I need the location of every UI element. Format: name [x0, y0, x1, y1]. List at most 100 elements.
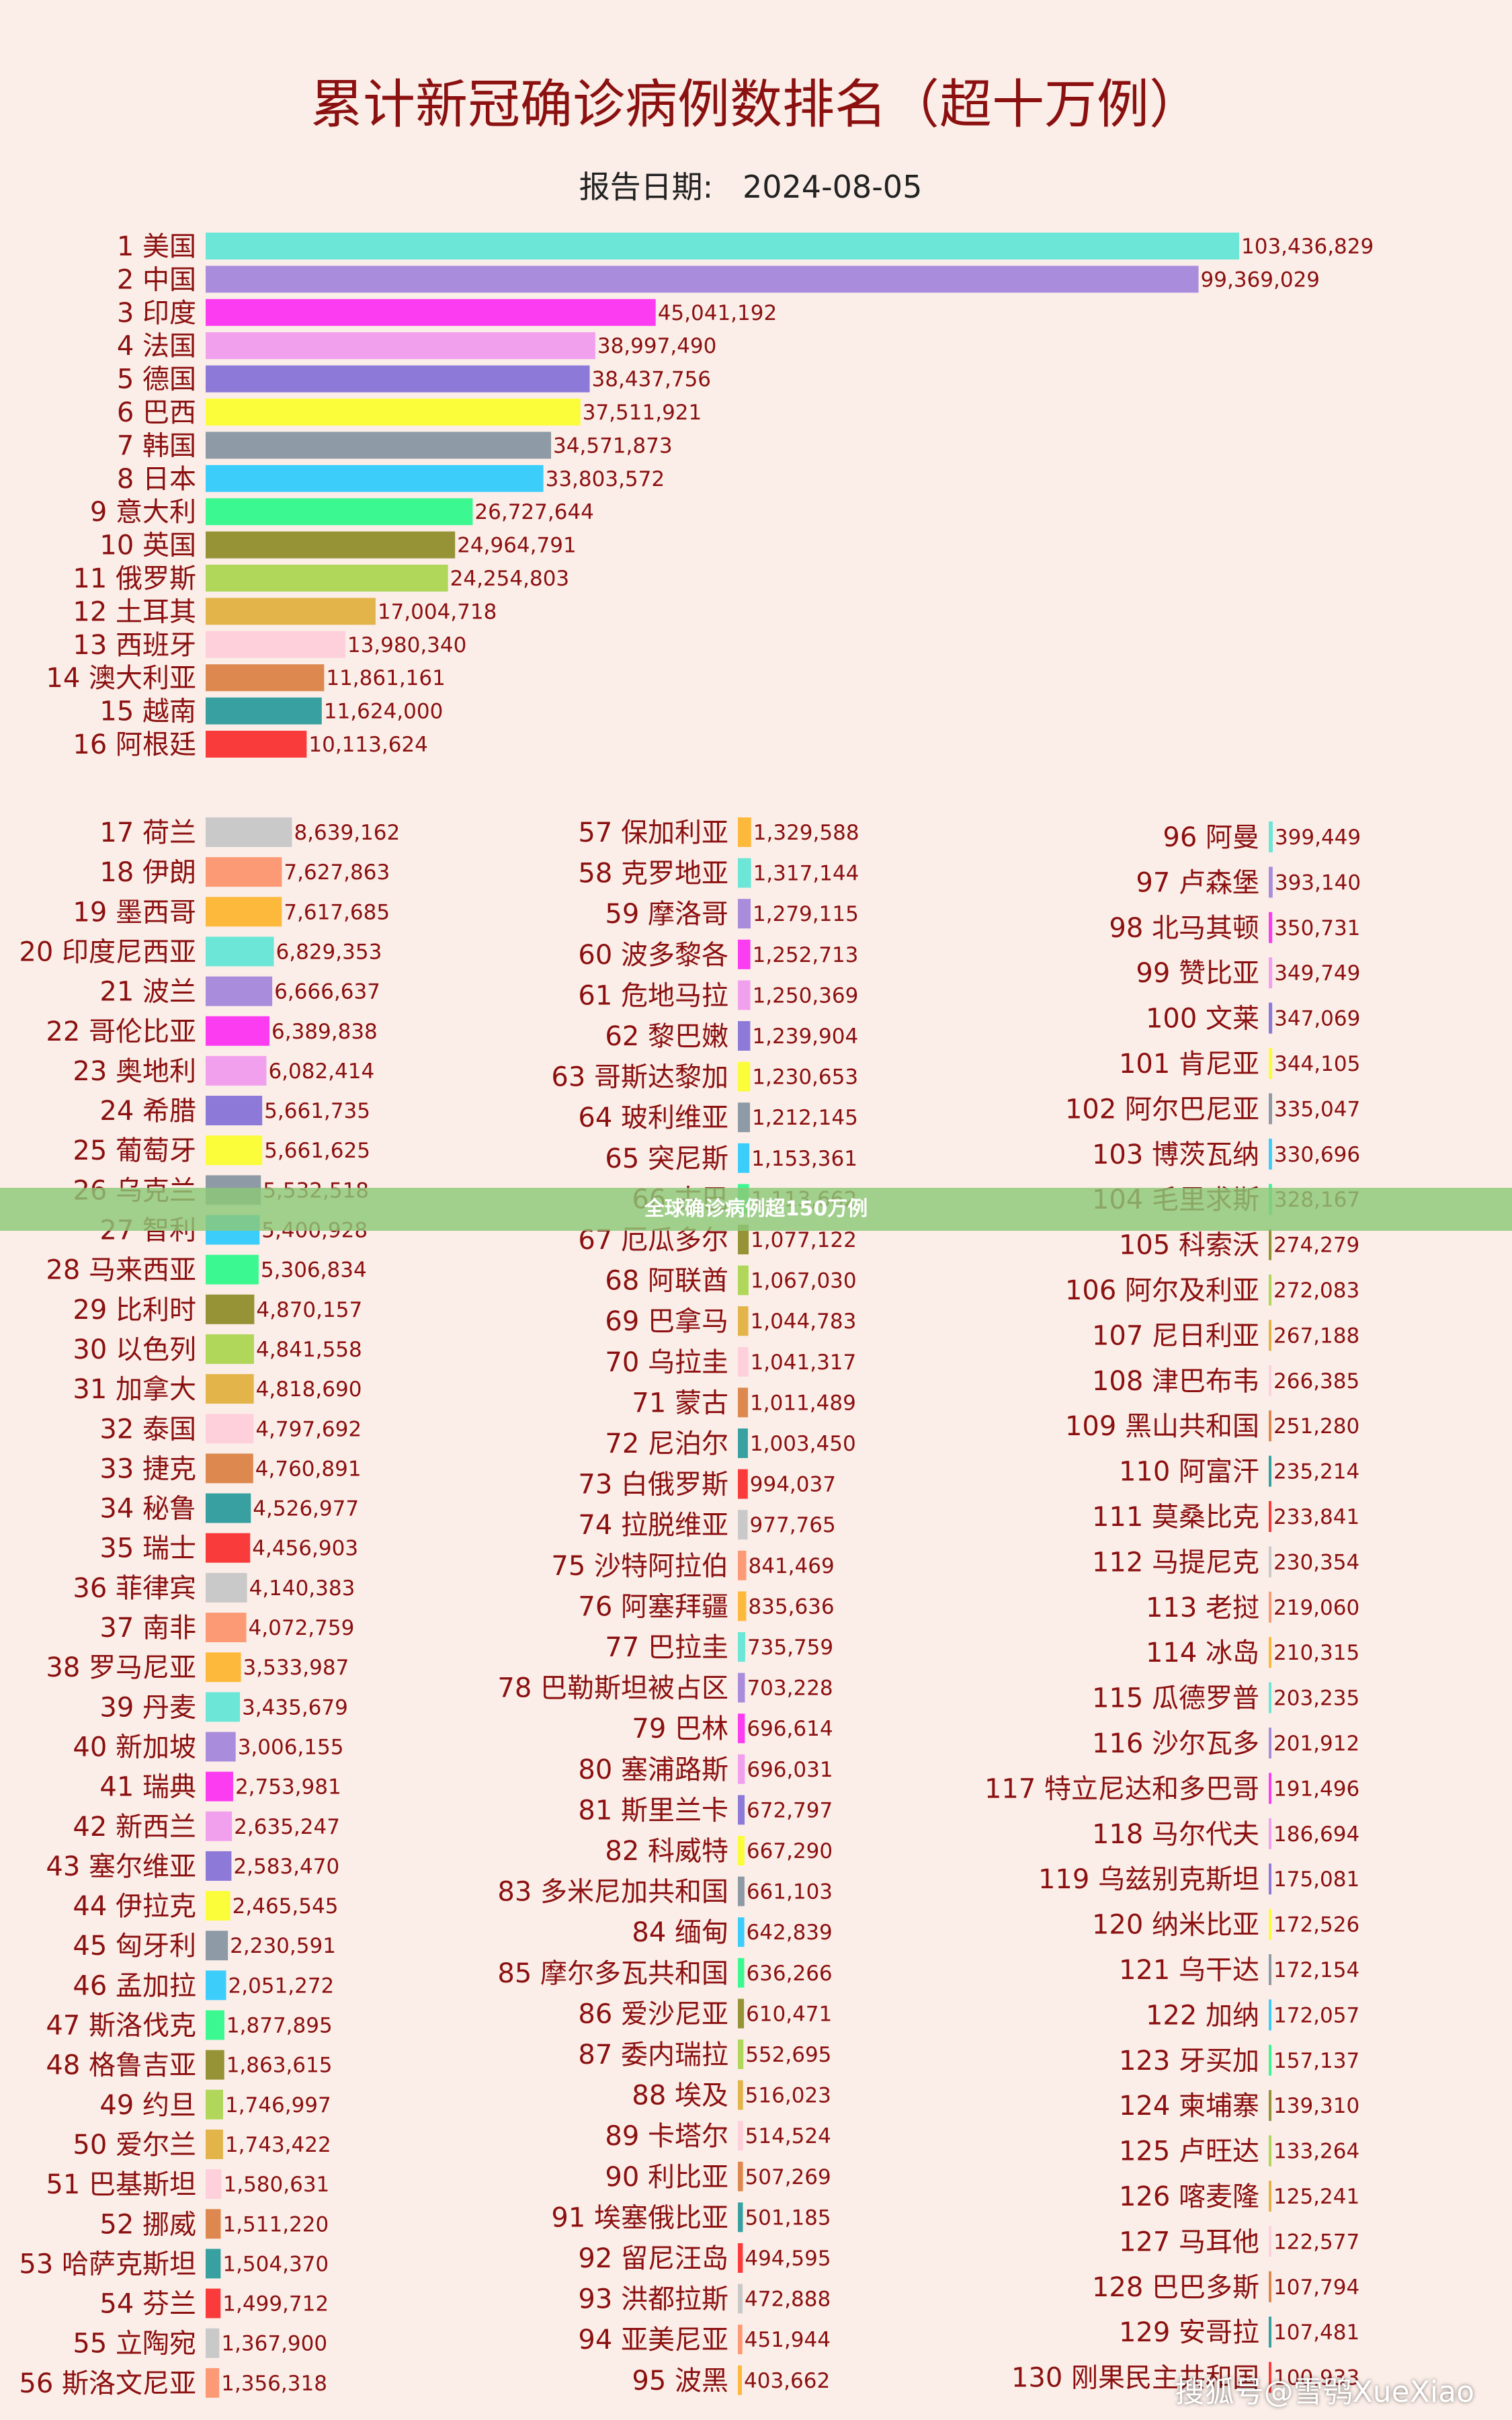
bar	[738, 2161, 743, 2191]
data-label: 201,912	[1273, 1732, 1359, 1756]
bar	[1269, 1138, 1272, 1170]
bar	[1269, 957, 1273, 989]
data-label: 13,980,340	[347, 633, 467, 657]
bar	[738, 1999, 745, 2029]
bars-layer: 1 美国 103,436,829 2 中国 99,369,029 3 印度 45,041,…	[19, 231, 1374, 2399]
bar-label: 44 伊拉克	[73, 1891, 196, 1922]
data-label: 3,435,679	[242, 1695, 348, 1720]
bar-label: 117 特立尼达和多巴哥	[984, 1773, 1259, 1804]
data-label: 1,367,900	[221, 2332, 327, 2356]
bar	[206, 1652, 241, 1683]
bar-label: 9 意大利	[90, 497, 196, 528]
bar	[1269, 1320, 1271, 1351]
data-label: 347,069	[1274, 1007, 1360, 1031]
data-label: 841,469	[749, 1554, 835, 1578]
data-label: 516,023	[745, 2084, 831, 2108]
bar	[738, 1061, 751, 1092]
bar-label: 119 乌兹别克斯坦	[1038, 1864, 1259, 1895]
bar	[206, 2050, 224, 2080]
bar-label: 19 墨西哥	[73, 897, 196, 928]
bar-label: 101 肯尼亚	[1119, 1049, 1259, 1080]
data-label: 1,511,220	[222, 2212, 329, 2236]
data-label: 344,105	[1274, 1052, 1360, 1076]
bar-label: 121 乌干达	[1119, 1955, 1259, 1986]
data-label: 203,235	[1273, 1687, 1359, 1711]
bar-label: 41 瑞典	[99, 1772, 196, 1803]
bar	[738, 1428, 748, 1458]
bar	[738, 980, 751, 1010]
bar	[206, 1135, 263, 1166]
chart-subtitle: 报告日期: 2024-08-05	[579, 169, 923, 205]
bar-label: 29 比利时	[73, 1295, 196, 1326]
bar-label: 86 爱沙尼亚	[578, 1999, 728, 2029]
bar	[1269, 2044, 1271, 2076]
data-label: 1,279,115	[753, 902, 859, 926]
data-label: 399,449	[1275, 825, 1361, 850]
bar	[206, 1533, 251, 1563]
bar-label: 55 立陶宛	[73, 2329, 196, 2360]
bar	[206, 1334, 254, 1364]
bar	[738, 1836, 745, 1865]
bar	[738, 1672, 745, 1703]
data-label: 1,252,713	[753, 943, 859, 967]
data-label: 24,254,803	[450, 567, 570, 591]
bar-label: 106 阿尔及利亚	[1065, 1275, 1259, 1306]
data-label: 350,731	[1274, 916, 1360, 940]
bar-label: 96 阿曼	[1163, 822, 1259, 853]
bar-label: 1 美国	[117, 231, 196, 262]
bar-label: 102 阿尔巴尼亚	[1065, 1094, 1259, 1125]
bar-label: 13 西班牙	[73, 630, 196, 661]
bar	[1269, 1818, 1271, 1849]
bar	[206, 465, 544, 492]
bar	[206, 2249, 221, 2279]
data-label: 1,746,997	[225, 2093, 331, 2118]
bar-label: 110 阿富汗	[1119, 1457, 1259, 1488]
bar-label: 40 新加坡	[73, 1732, 196, 1763]
data-label: 1,230,653	[752, 1065, 858, 1090]
data-label: 2,635,247	[234, 1815, 340, 1839]
bar-label: 60 波多黎各	[578, 940, 728, 971]
bar	[206, 2089, 223, 2120]
bar-label: 85 摩尔多瓦共和国	[497, 1958, 728, 1989]
bar	[1269, 866, 1273, 898]
bar-label: 123 牙买加	[1119, 2046, 1259, 2076]
bar-label: 37 南非	[99, 1613, 196, 1644]
bar	[206, 1811, 233, 1841]
data-label: 219,060	[1273, 1596, 1359, 1620]
bar	[1269, 1637, 1271, 1668]
bar-label: 89 卡塔尔	[605, 2121, 728, 2152]
bar	[206, 1851, 232, 1881]
data-label: 172,154	[1273, 1958, 1359, 1982]
data-label: 6,082,414	[268, 1059, 374, 1084]
data-label: 26,727,644	[474, 500, 594, 524]
bar	[1269, 1410, 1271, 1442]
bar-label: 23 奥地利	[73, 1056, 196, 1087]
bar-label: 76 阿塞拜疆	[578, 1591, 728, 1622]
bar-label: 95 波黑	[632, 2366, 728, 2396]
bar	[1269, 821, 1273, 852]
bar-label: 97 卢森堡	[1136, 867, 1259, 898]
bar	[738, 858, 751, 888]
bar-label: 126 喀麦隆	[1119, 2181, 1259, 2212]
bar	[738, 939, 751, 969]
data-label: 172,057	[1273, 2003, 1359, 2027]
data-label: 610,471	[746, 2002, 832, 2026]
bar-label: 79 巴林	[632, 1713, 728, 1744]
bar	[206, 1613, 247, 1642]
data-label: 186,694	[1273, 1822, 1359, 1847]
data-label: 38,437,756	[592, 368, 712, 392]
data-label: 661,103	[747, 1880, 833, 1904]
bar	[738, 1387, 749, 1418]
bar	[738, 1306, 749, 1336]
data-label: 507,269	[745, 2165, 831, 2189]
bar	[738, 1713, 745, 1744]
data-label: 7,627,863	[284, 860, 390, 885]
bar	[206, 817, 292, 847]
data-label: 977,765	[750, 1513, 836, 1537]
data-label: 45,041,192	[658, 301, 778, 325]
bar	[206, 498, 473, 526]
bar	[206, 731, 307, 758]
bar	[206, 976, 273, 1006]
data-label: 1,329,588	[753, 821, 859, 845]
bar	[206, 298, 656, 326]
